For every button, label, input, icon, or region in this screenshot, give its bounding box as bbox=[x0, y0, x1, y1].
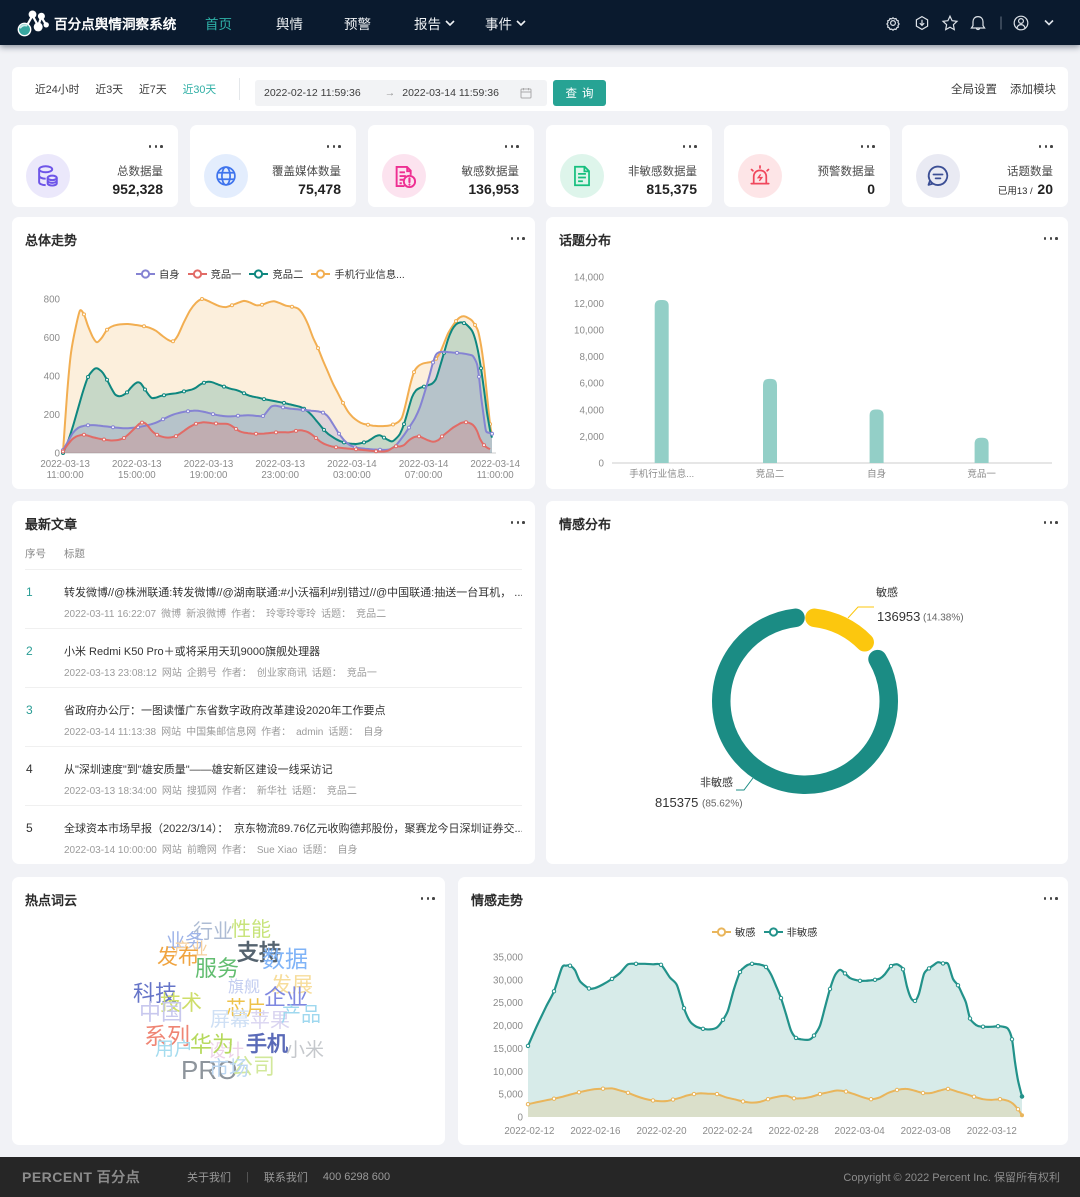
svg-text:815375: 815375 bbox=[655, 795, 698, 810]
svg-text:自身: 自身 bbox=[867, 468, 886, 480]
svg-text:20,000: 20,000 bbox=[493, 1021, 524, 1032]
svg-text:136953: 136953 bbox=[877, 609, 920, 624]
svg-text:2,000: 2,000 bbox=[579, 432, 604, 443]
svg-text:0: 0 bbox=[518, 1113, 524, 1124]
svg-text:2022-03-14: 2022-03-14 bbox=[470, 459, 520, 470]
svg-text:5,000: 5,000 bbox=[498, 1090, 523, 1101]
svg-text:竞品二: 竞品二 bbox=[756, 468, 785, 480]
svg-text:10,000: 10,000 bbox=[574, 326, 605, 337]
svg-text:400: 400 bbox=[44, 372, 61, 383]
svg-text:11:00:00: 11:00:00 bbox=[47, 470, 85, 481]
svg-text:2022-03-13: 2022-03-13 bbox=[112, 459, 162, 470]
svg-text:30,000: 30,000 bbox=[493, 975, 524, 986]
svg-text:2022-03-13: 2022-03-13 bbox=[255, 459, 305, 470]
svg-text:敏感: 敏感 bbox=[876, 585, 898, 599]
svg-text:非敏感: 非敏感 bbox=[700, 775, 733, 789]
svg-text:2022-02-20: 2022-02-20 bbox=[636, 1126, 687, 1137]
svg-text:2022-02-12: 2022-02-12 bbox=[504, 1126, 554, 1137]
svg-text:25,000: 25,000 bbox=[493, 998, 524, 1009]
svg-text:800: 800 bbox=[44, 295, 61, 306]
svg-text:600: 600 bbox=[44, 333, 61, 344]
svg-text:200: 200 bbox=[44, 410, 61, 421]
svg-text:(14.38%): (14.38%) bbox=[923, 613, 964, 624]
svg-text:2022-03-14: 2022-03-14 bbox=[399, 459, 449, 470]
svg-text:2022-03-04: 2022-03-04 bbox=[835, 1126, 886, 1137]
svg-text:6,000: 6,000 bbox=[579, 379, 604, 390]
svg-text:03:00:00: 03:00:00 bbox=[333, 470, 371, 481]
svg-text:0: 0 bbox=[55, 449, 61, 460]
svg-text:2022-02-28: 2022-02-28 bbox=[769, 1126, 820, 1137]
svg-text:2022-03-08: 2022-03-08 bbox=[901, 1126, 952, 1137]
svg-text:23:00:00: 23:00:00 bbox=[261, 470, 299, 481]
svg-text:10,000: 10,000 bbox=[493, 1067, 524, 1078]
svg-text:15,000: 15,000 bbox=[493, 1044, 524, 1055]
svg-text:2022-02-24: 2022-02-24 bbox=[702, 1126, 753, 1137]
svg-text:竞品一: 竞品一 bbox=[967, 468, 996, 480]
svg-text:12,000: 12,000 bbox=[574, 299, 605, 310]
svg-text:2022-03-13: 2022-03-13 bbox=[40, 459, 90, 470]
svg-text:8,000: 8,000 bbox=[579, 352, 604, 363]
svg-text:2022-03-13: 2022-03-13 bbox=[184, 459, 234, 470]
svg-text:2022-03-12: 2022-03-12 bbox=[967, 1126, 1017, 1137]
svg-text:35,000: 35,000 bbox=[493, 953, 524, 964]
svg-text:15:00:00: 15:00:00 bbox=[118, 470, 156, 481]
svg-text:0: 0 bbox=[599, 459, 605, 470]
svg-text:2022-03-14: 2022-03-14 bbox=[327, 459, 377, 470]
svg-text:手机行业信息...: 手机行业信息... bbox=[629, 468, 694, 480]
svg-text:11:00:00: 11:00:00 bbox=[477, 470, 515, 481]
svg-text:14,000: 14,000 bbox=[574, 272, 605, 283]
svg-text:2022-02-16: 2022-02-16 bbox=[570, 1126, 621, 1137]
svg-text:19:00:00: 19:00:00 bbox=[190, 470, 228, 481]
svg-text:4,000: 4,000 bbox=[579, 405, 604, 416]
svg-text:07:00:00: 07:00:00 bbox=[405, 470, 443, 481]
svg-text:(85.62%): (85.62%) bbox=[702, 799, 743, 810]
